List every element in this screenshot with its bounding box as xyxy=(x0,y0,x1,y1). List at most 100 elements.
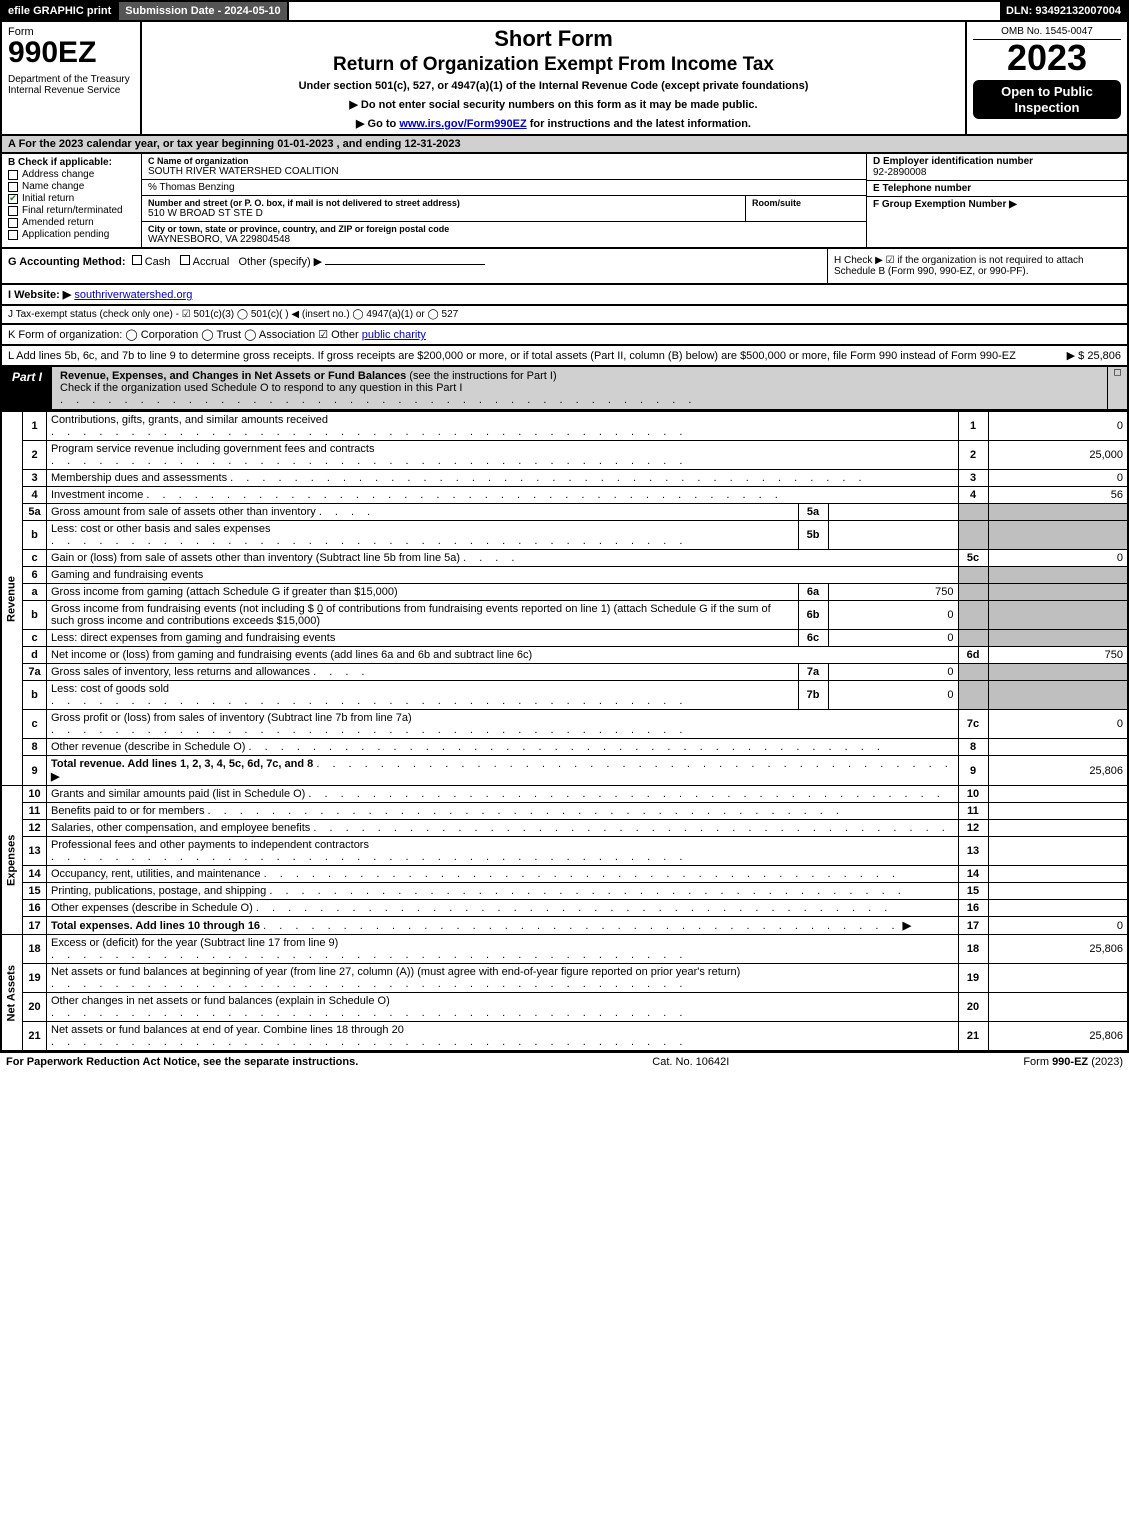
table-row: 8 Other revenue (describe in Schedule O)… xyxy=(1,739,1128,756)
goto-pre: ▶ Go to xyxy=(356,118,399,130)
org-name-block: C Name of organization SOUTH RIVER WATER… xyxy=(142,154,866,180)
line-ref: 18 xyxy=(958,935,988,964)
line-text: Net assets or fund balances at end of ye… xyxy=(51,1024,404,1036)
phone-label: E Telephone number xyxy=(873,183,1121,194)
goto-post: for instructions and the latest informat… xyxy=(527,118,751,130)
table-row: a Gross income from gaming (attach Sched… xyxy=(1,584,1128,601)
line-desc: Other revenue (describe in Schedule O) .… xyxy=(47,739,959,756)
shade xyxy=(958,630,988,647)
line-desc: Gross profit or (loss) from sales of inv… xyxy=(47,710,959,739)
line-ref: 10 xyxy=(958,786,988,803)
shade xyxy=(958,664,988,681)
line-val xyxy=(988,820,1128,837)
shade xyxy=(958,504,988,521)
sub-ref: 7a xyxy=(798,664,828,681)
chk-initial-return[interactable]: Initial return xyxy=(8,193,135,204)
table-row: 14 Occupancy, rent, utilities, and maint… xyxy=(1,866,1128,883)
sub-val xyxy=(828,504,958,521)
checkbox-icon xyxy=(8,182,18,192)
dots: . . . . . . . . . . . . . . . . . . . . … xyxy=(269,885,905,897)
dots: . . . . . . . . . . . . . . . . . . . . … xyxy=(51,949,687,961)
dots: . . . . . . . . . . . . . . . . . . . . … xyxy=(60,394,696,406)
dots: . . . . . . . . . . . . . . . . . . . . … xyxy=(51,455,687,467)
chk-name-change[interactable]: Name change xyxy=(8,181,135,192)
part1-checkbox[interactable]: ◻ xyxy=(1107,367,1127,409)
table-row: 15 Printing, publications, postage, and … xyxy=(1,883,1128,900)
chk-application-pending[interactable]: Application pending xyxy=(8,229,135,240)
line-desc: Less: cost or other basis and sales expe… xyxy=(47,521,799,550)
chk-final-return[interactable]: Final return/terminated xyxy=(8,205,135,216)
arrow-icon: ▶ xyxy=(51,771,59,783)
table-row: 9 Total revenue. Add lines 1, 2, 3, 4, 5… xyxy=(1,756,1128,786)
dots: . . . . . . . . . . . . . . . . . . . . … xyxy=(51,1036,687,1048)
line-desc: Benefits paid to or for members . . . . … xyxy=(47,803,959,820)
line-desc: Printing, publications, postage, and shi… xyxy=(47,883,959,900)
footer: For Paperwork Reduction Act Notice, see … xyxy=(0,1052,1129,1071)
expenses-vlabel: Expenses xyxy=(1,786,23,935)
dots: . . . . . . . . . . . . . . . . . . . . … xyxy=(256,902,892,914)
line-val: 0 xyxy=(988,470,1128,487)
department: Department of the Treasury Internal Reve… xyxy=(8,74,134,96)
header-left: Form 990EZ Department of the Treasury In… xyxy=(2,22,142,134)
line-val: 56 xyxy=(988,487,1128,504)
street: 510 W BROAD ST STE D xyxy=(148,208,739,219)
irs-link[interactable]: www.irs.gov/Form990EZ xyxy=(399,118,526,130)
line-ref: 8 xyxy=(958,739,988,756)
line-text: Grants and similar amounts paid (list in… xyxy=(51,788,305,800)
shade xyxy=(958,521,988,550)
street-row: Number and street (or P. O. box, if mail… xyxy=(142,196,866,222)
line-num: 2 xyxy=(23,441,47,470)
sub-val: 0 xyxy=(828,630,958,647)
chk-amended-return[interactable]: Amended return xyxy=(8,217,135,228)
line-num: b xyxy=(23,681,47,710)
dots: . . . . . . . . . . . . . . . . . . . . … xyxy=(51,695,687,707)
under-section: Under section 501(c), 527, or 4947(a)(1)… xyxy=(148,80,959,92)
line-ref: 17 xyxy=(958,917,988,935)
row-g: G Accounting Method: Cash Accrual Other … xyxy=(2,249,827,283)
line-val: 25,000 xyxy=(988,441,1128,470)
line-desc: Total expenses. Add lines 10 through 16 … xyxy=(47,917,959,935)
shade xyxy=(958,584,988,601)
g-cash: Cash xyxy=(145,256,171,268)
table-row: 7a Gross sales of inventory, less return… xyxy=(1,664,1128,681)
part1-sub: Check if the organization used Schedule … xyxy=(60,382,1099,406)
dots: . . . . . . . . . . . . . . . . . . . . … xyxy=(308,788,944,800)
line-desc: Less: direct expenses from gaming and fu… xyxy=(47,630,799,647)
footer-mid: Cat. No. 10642I xyxy=(652,1056,729,1068)
line-num: 18 xyxy=(23,935,47,964)
line-val xyxy=(988,993,1128,1022)
dots: . . . . . . . . . . . . . . . . . . . . … xyxy=(263,920,899,932)
line-ref: 12 xyxy=(958,820,988,837)
table-row: 12 Salaries, other compensation, and emp… xyxy=(1,820,1128,837)
chk-address-change[interactable]: Address change xyxy=(8,169,135,180)
table-row: Revenue 1 Contributions, gifts, grants, … xyxy=(1,412,1128,441)
room-label: Room/suite xyxy=(752,198,860,208)
row-i: I Website: ▶ southriverwatershed.org xyxy=(0,285,1129,306)
table-row: Expenses 10 Grants and similar amounts p… xyxy=(1,786,1128,803)
table-row: c Less: direct expenses from gaming and … xyxy=(1,630,1128,647)
line-num: 11 xyxy=(23,803,47,820)
line-val xyxy=(988,964,1128,993)
line-ref: 4 xyxy=(958,487,988,504)
chk-label: Initial return xyxy=(22,193,74,204)
line-num: 7a xyxy=(23,664,47,681)
city: WAYNESBORO, VA 229804548 xyxy=(148,234,860,245)
sub-val: 0 xyxy=(828,601,958,630)
table-row: 5a Gross amount from sale of assets othe… xyxy=(1,504,1128,521)
line-desc: Other expenses (describe in Schedule O) … xyxy=(47,900,959,917)
k-link[interactable]: public charity xyxy=(362,329,426,341)
line-desc: Gross sales of inventory, less returns a… xyxy=(47,664,799,681)
efile-label[interactable]: efile GRAPHIC print xyxy=(2,2,117,20)
dots: . . . . . . . . . . . . . . . . . . . . … xyxy=(230,472,866,484)
table-row: b Less: cost of goods sold . . . . . . .… xyxy=(1,681,1128,710)
dln: DLN: 93492132007004 xyxy=(1000,2,1127,20)
website-link[interactable]: southriverwatershed.org xyxy=(74,289,192,301)
line-ref: 2 xyxy=(958,441,988,470)
room-block: Room/suite xyxy=(746,196,866,222)
checkbox-icon xyxy=(8,230,18,240)
table-row: 17 Total expenses. Add lines 10 through … xyxy=(1,917,1128,935)
dots: . . . . . . . . . . . . . . . . . . . . … xyxy=(51,426,687,438)
table-row: 4 Investment income . . . . . . . . . . … xyxy=(1,487,1128,504)
line-num: 5a xyxy=(23,504,47,521)
line-text: Program service revenue including govern… xyxy=(51,443,374,455)
